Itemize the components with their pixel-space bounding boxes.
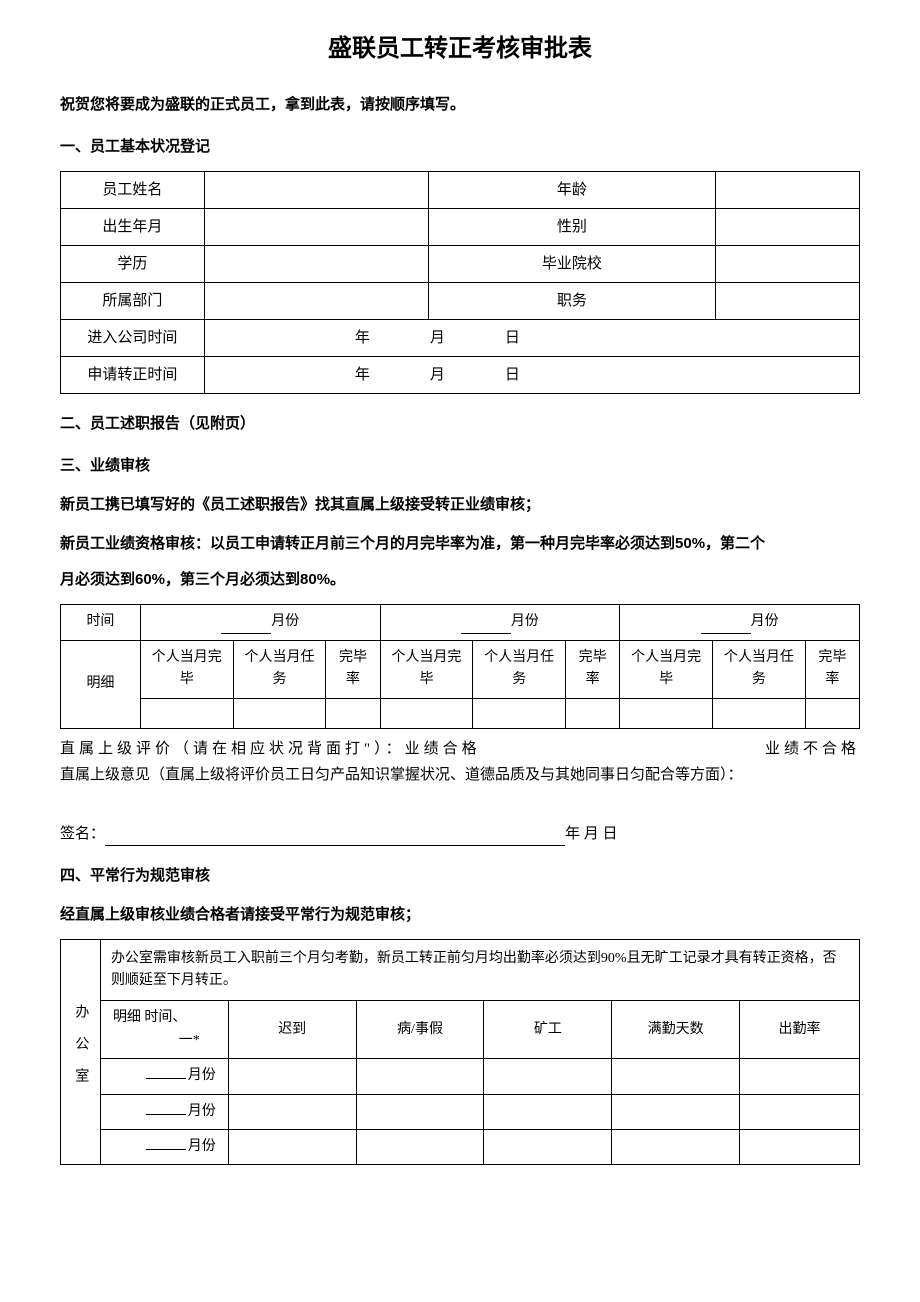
perf-cell[interactable] bbox=[566, 698, 620, 728]
col-header: 个人当月完毕 bbox=[620, 640, 713, 698]
attend-cell[interactable] bbox=[356, 1094, 484, 1129]
eval-line1: 直属上级评价（请在相应状况背面打"）：业绩合格 业绩不合格 bbox=[60, 737, 860, 761]
month-row1[interactable]: 月份 bbox=[100, 1059, 228, 1094]
month-row2[interactable]: 月份 bbox=[100, 1094, 228, 1129]
section3-para2: 新员工业绩资格审核：以员工申请转正月前三个月的月完毕率为准，第一种月完毕率必须达… bbox=[60, 532, 860, 556]
attend-cell[interactable] bbox=[740, 1094, 860, 1129]
dept-label: 所属部门 bbox=[61, 283, 205, 320]
apply-date[interactable]: 年月日 bbox=[204, 357, 859, 394]
detail-time-header: 明细 时间、 一* bbox=[100, 1001, 228, 1059]
eval-line2: 直属上级意见（直属上级将评价员工日匀产品知识掌握状况、道德品质及与其她同事日匀配… bbox=[60, 763, 860, 787]
school-value[interactable] bbox=[716, 246, 860, 283]
birth-value[interactable] bbox=[204, 209, 428, 246]
time-label: 时间 bbox=[61, 605, 141, 640]
col-header: 个人当月任务 bbox=[233, 640, 326, 698]
month1-header[interactable]: 月份 bbox=[140, 605, 380, 640]
intro-text: 祝贺您将要成为盛联的正式员工，拿到此表，请按顺序填写。 bbox=[60, 93, 860, 117]
col-header: 个人当月完毕 bbox=[140, 640, 233, 698]
performance-table: 时间 月份 月份 月份 明细 个人当月完毕 个人当月任务 完毕率 个人当月完毕 … bbox=[60, 604, 860, 728]
attend-cell[interactable] bbox=[740, 1059, 860, 1094]
age-value[interactable] bbox=[716, 172, 860, 209]
col-header: 个人当月任务 bbox=[473, 640, 566, 698]
position-value[interactable] bbox=[716, 283, 860, 320]
school-label: 毕业院校 bbox=[428, 246, 716, 283]
attend-cell[interactable] bbox=[228, 1059, 356, 1094]
signature-blank[interactable] bbox=[105, 845, 565, 846]
name-value[interactable] bbox=[204, 172, 428, 209]
section2-heading: 二、员工述职报告（见附页） bbox=[60, 412, 860, 436]
rate-header: 出勤率 bbox=[740, 1001, 860, 1059]
leave-header: 病/事假 bbox=[356, 1001, 484, 1059]
col-header: 完毕率 bbox=[326, 640, 380, 698]
attend-cell[interactable] bbox=[484, 1094, 612, 1129]
absent-header: 矿工 bbox=[484, 1001, 612, 1059]
section3-para3: 月必须达到60%，第三个月必须达到80%。 bbox=[60, 568, 860, 592]
attend-cell[interactable] bbox=[484, 1059, 612, 1094]
section3-heading: 三、业绩审核 bbox=[60, 454, 860, 478]
section4-heading: 四、平常行为规范审核 bbox=[60, 864, 860, 888]
perf-cell[interactable] bbox=[140, 698, 233, 728]
perf-cell[interactable] bbox=[712, 698, 805, 728]
gender-label: 性别 bbox=[428, 209, 716, 246]
perf-cell[interactable] bbox=[620, 698, 713, 728]
apply-label: 申请转正时间 bbox=[61, 357, 205, 394]
col-header: 个人当月完毕 bbox=[380, 640, 473, 698]
basic-info-table: 员工姓名 年龄 出生年月 性别 学历 毕业院校 所属部门 职务 进入公司时间 年… bbox=[60, 171, 860, 394]
fulldays-header: 满勤天数 bbox=[612, 1001, 740, 1059]
edu-value[interactable] bbox=[204, 246, 428, 283]
join-date[interactable]: 年月日 bbox=[204, 320, 859, 357]
attend-cell[interactable] bbox=[228, 1129, 356, 1164]
col-header: 个人当月任务 bbox=[712, 640, 805, 698]
late-header: 迟到 bbox=[228, 1001, 356, 1059]
age-label: 年龄 bbox=[428, 172, 716, 209]
section1-heading: 一、员工基本状况登记 bbox=[60, 135, 860, 159]
gender-value[interactable] bbox=[716, 209, 860, 246]
month2-header[interactable]: 月份 bbox=[380, 605, 620, 640]
perf-cell[interactable] bbox=[380, 698, 473, 728]
edu-label: 学历 bbox=[61, 246, 205, 283]
attend-cell[interactable] bbox=[228, 1094, 356, 1129]
attendance-desc: 办公室需审核新员工入职前三个月匀考勤，新员工转正前匀月均出勤率必须达到90%且无… bbox=[100, 939, 859, 1001]
attend-cell[interactable] bbox=[612, 1059, 740, 1094]
perf-cell[interactable] bbox=[233, 698, 326, 728]
attend-cell[interactable] bbox=[356, 1059, 484, 1094]
section3-para1: 新员工携已填写好的《员工述职报告》找其直属上级接受转正业绩审核； bbox=[60, 493, 860, 517]
perf-cell[interactable] bbox=[805, 698, 859, 728]
perf-cell[interactable] bbox=[473, 698, 566, 728]
attend-cell[interactable] bbox=[612, 1129, 740, 1164]
dept-value[interactable] bbox=[204, 283, 428, 320]
document-title: 盛联员工转正考核审批表 bbox=[60, 30, 860, 68]
month3-header[interactable]: 月份 bbox=[620, 605, 860, 640]
month-row3[interactable]: 月份 bbox=[100, 1129, 228, 1164]
position-label: 职务 bbox=[428, 283, 716, 320]
attend-cell[interactable] bbox=[612, 1094, 740, 1129]
birth-label: 出生年月 bbox=[61, 209, 205, 246]
name-label: 员工姓名 bbox=[61, 172, 205, 209]
perf-cell[interactable] bbox=[326, 698, 380, 728]
section4-para1: 经直属上级审核业绩合格者请接受平常行为规范审核； bbox=[60, 903, 860, 927]
col-header: 完毕率 bbox=[566, 640, 620, 698]
detail-label: 明细 bbox=[61, 640, 141, 728]
join-label: 进入公司时间 bbox=[61, 320, 205, 357]
signature-line: 签名：年 月 日 bbox=[60, 822, 860, 846]
attend-cell[interactable] bbox=[356, 1129, 484, 1164]
attend-cell[interactable] bbox=[484, 1129, 612, 1164]
col-header: 完毕率 bbox=[805, 640, 859, 698]
attendance-table: 办公室 办公室需审核新员工入职前三个月匀考勤，新员工转正前匀月均出勤率必须达到9… bbox=[60, 939, 860, 1166]
office-label: 办公室 bbox=[61, 939, 101, 1165]
attend-cell[interactable] bbox=[740, 1129, 860, 1164]
